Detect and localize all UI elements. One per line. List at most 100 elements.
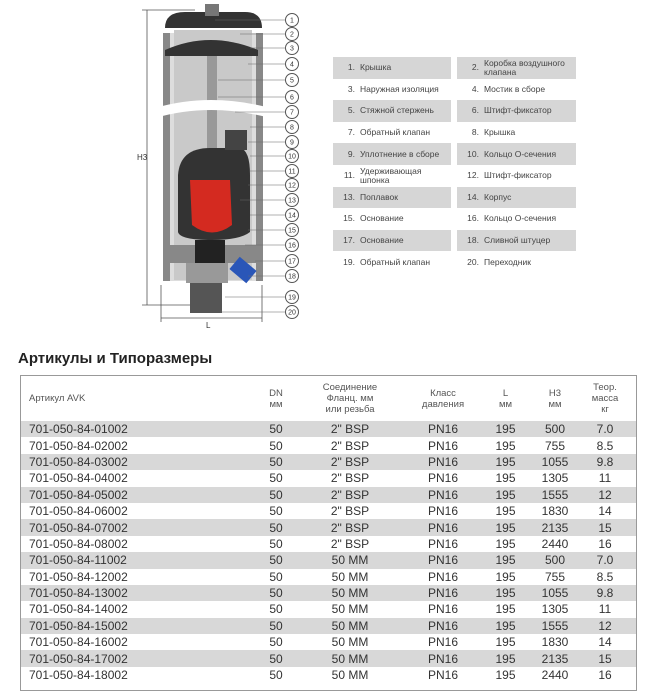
part-item: 4. Мостик в сборе [457,79,576,101]
table-cell: 2" BSP [330,487,370,502]
callout-number: 3 [290,46,294,53]
part-number: 19. [343,256,355,267]
table-cell: PN16 [427,536,459,551]
table-cell: 1305 [541,471,569,486]
table-cell: 2135 [541,520,569,535]
table-cell: 50 MM [331,602,369,617]
part-name: Поплавок [360,191,398,202]
part-item: 20. Переходник [457,251,576,273]
part-number: 14. [467,191,479,202]
table-cell: 2" BSP [330,520,370,535]
callout-circle [285,41,299,55]
table-row: 701-050-84-14002 50 50 MM PN16 195 1305 11 [21,601,636,617]
callout-number: 11 [288,169,295,176]
table-cell: 2" BSP [330,504,370,519]
table-cell: 701-050-84-12002 [29,569,128,584]
table-header: Артикул AVK DN мм Соединение Фланц. мм или… [21,376,636,421]
table-cell: 195 [495,504,516,519]
part-item: 19. Обратный клапан [333,251,451,273]
callout-number: 5 [290,78,294,85]
table-cell: 50 [269,635,283,650]
table-cell: 2" BSP [330,422,370,437]
callout-circle [285,57,299,71]
callout-number: 20 [288,310,296,317]
table-row: 701-050-84-18002 50 50 MM PN16 195 2440 16 [21,667,636,683]
part-number: 3. [347,83,355,94]
part-item: 9. Уплотнение в сборе [333,143,451,165]
part-number: 5. [347,105,355,116]
parts-list: 1. Крышка 2. Коробка воздушного клапана 3. На… [333,57,576,273]
table-cell: 755 [544,569,566,584]
part-name: Мостик в сборе [484,83,546,94]
table-cell: 701-050-84-11002 [29,553,127,568]
callout-number: 13 [288,198,296,205]
table-cell: 195 [495,586,516,601]
callout-number: 10 [288,154,296,161]
table-cell: PN16 [427,471,459,486]
parts-row: 17. Основание 18. Сливной штуцер [333,229,576,252]
table-cell: 195 [495,422,516,437]
table-cell: 195 [495,618,516,633]
table-cell: 701-050-84-16002 [29,635,128,650]
part-name: Крышка [484,127,516,138]
table-cell: 195 [495,520,516,535]
table-cell: PN16 [427,602,459,617]
part-item: 3. Наружная изоляция [333,79,451,101]
parts-row: 9. Уплотнение в сборе 10. Кольцо О-сечения [333,143,576,165]
column-header: L мм [498,387,513,410]
table-cell: 50 MM [331,618,369,633]
table-cell: 195 [495,536,516,551]
table-cell: 50 [269,553,283,568]
table-cell: 50 [269,438,283,453]
table-cell: 195 [495,569,516,584]
table-cell: PN16 [427,553,459,568]
table-row: 701-050-84-15002 50 50 MM PN16 195 1555 12 [21,617,636,635]
callout-circle [285,164,299,178]
table-row: 701-050-84-01002 50 2" BSP PN16 195 500 7.0 [21,421,636,438]
part-number: 1. [347,62,355,73]
table-cell: 50 MM [331,651,369,666]
table-cell: 701-050-84-01002 [29,422,128,437]
part-number: 15. [343,213,355,224]
callout-circle [285,27,299,41]
part-item: 6. Штифт-фиксатор [457,100,576,122]
parts-row: 3. Наружная изоляция 4. Мостик в сборе [333,79,576,101]
table-cell: 500 [544,553,566,568]
h3-label: H3 [137,153,148,162]
callout-number: 14 [288,213,296,220]
part-name: Штифт-фиксатор [484,105,552,116]
callout-circle [285,238,299,252]
table-cell: 50 [269,471,283,486]
part-item: 10. Кольцо О-сечения [457,143,576,165]
part-name: Кольцо О-сечения [484,148,557,159]
callout-circle [285,135,299,149]
table-cell: 1055 [541,454,569,469]
part-name: Обратный клапан [360,256,431,267]
table-cell: 50 [269,454,283,469]
callout-number: 19 [288,295,296,302]
part-item: 15. Основание [333,208,451,230]
bridge [165,40,258,56]
table-cell: 14 [598,504,612,519]
table-row: 701-050-84-07002 50 2" BSP PN16 195 2135 15 [21,519,636,536]
adapter [190,283,222,313]
table-cell: PN16 [427,651,459,666]
callout-number: 6 [290,95,294,102]
part-name: Корпус [484,191,512,202]
table-cell: 50 [269,520,283,535]
table-cell: 11 [598,471,612,486]
table-cell: 50 MM [331,668,369,683]
table-cell: PN16 [427,635,459,650]
callout-number: 16 [288,243,296,250]
part-item: 18. Сливной штуцер [457,229,576,252]
table-cell: 701-050-84-17002 [29,651,128,666]
part-item: 5. Стяжной стержень [333,100,451,122]
table-cell: 7.0 [596,553,614,568]
table-cell: 2135 [541,651,569,666]
callout-number: 4 [290,62,294,69]
table-cell: 195 [495,602,516,617]
table-cell: PN16 [427,520,459,535]
parts-row: 15. Основание 16. Кольцо О-сечения [333,208,576,230]
part-name: Основание [360,213,404,224]
